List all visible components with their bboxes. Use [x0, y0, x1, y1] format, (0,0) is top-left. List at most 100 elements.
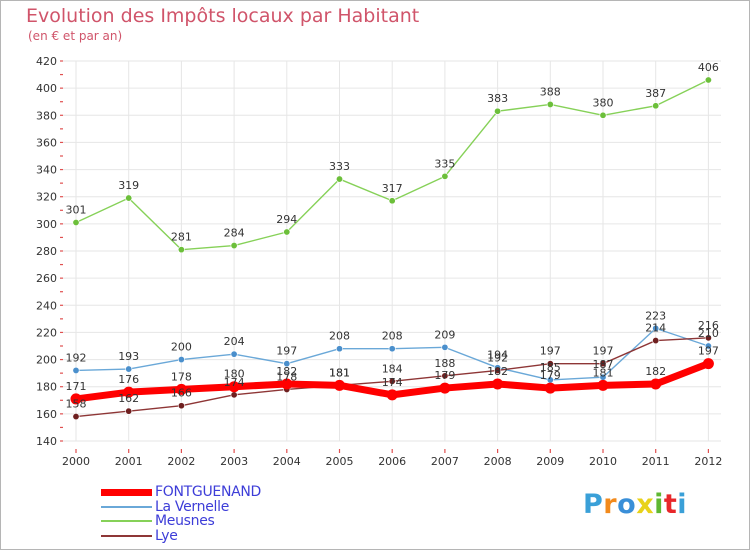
data-point-la-vernelle	[283, 360, 291, 368]
data-label-fontguenand: 179	[540, 369, 561, 382]
data-point-fontguenand	[70, 393, 82, 405]
data-point-meusnes	[441, 172, 449, 180]
data-point-fontguenand	[597, 379, 609, 391]
data-label-fontguenand: 182	[276, 365, 297, 378]
data-label-meusnes: 319	[118, 179, 139, 192]
data-point-lye	[388, 377, 396, 385]
data-label-fontguenand: 179	[434, 369, 455, 382]
y-tick-label: 140	[36, 435, 57, 448]
data-label-la-vernelle: 209	[434, 328, 455, 341]
data-point-meusnes	[704, 76, 712, 84]
y-tick-label: 200	[36, 354, 57, 367]
data-label-fontguenand: 182	[487, 365, 508, 378]
data-point-meusnes	[283, 228, 291, 236]
data-point-meusnes	[72, 219, 80, 227]
data-label-lye: 216	[698, 319, 719, 332]
data-point-lye	[546, 360, 554, 368]
x-tick-label: 2000	[62, 455, 90, 468]
data-point-fontguenand	[334, 379, 345, 391]
y-tick-label: 420	[36, 55, 57, 68]
data-point-la-vernelle	[177, 356, 185, 364]
logo-letter: r	[603, 489, 618, 520]
data-label-meusnes: 281	[171, 231, 192, 244]
data-point-fontguenand	[492, 378, 504, 390]
y-tick-label: 280	[36, 245, 57, 258]
x-tick-label: 2010	[589, 455, 617, 468]
data-point-meusnes	[599, 111, 607, 119]
data-point-la-vernelle	[704, 342, 712, 350]
data-label-meusnes: 301	[66, 204, 87, 217]
y-tick-label: 240	[36, 299, 57, 312]
data-point-la-vernelle	[652, 324, 660, 332]
x-tick-label: 2008	[484, 455, 512, 468]
data-label-lye: 181	[329, 366, 350, 379]
y-tick-label: 180	[36, 381, 57, 394]
legend-label-lye: Lye	[155, 527, 178, 544]
legend-swatch-la-vernelle	[101, 505, 152, 508]
legend-swatch-fontguenand	[101, 488, 152, 496]
data-point-lye	[441, 372, 449, 380]
x-tick-label: 2012	[694, 455, 722, 468]
data-label-la-vernelle: 223	[645, 309, 666, 322]
data-label-la-vernelle: 210	[698, 327, 719, 340]
y-tick-label: 160	[36, 408, 57, 421]
data-label-lye: 197	[540, 345, 561, 358]
x-tick-label: 2009	[536, 455, 564, 468]
data-point-fontguenand	[439, 382, 451, 394]
data-label-la-vernelle: 197	[276, 345, 297, 358]
legend-label-la-vernelle: La Vernelle	[155, 498, 230, 515]
data-point-lye	[72, 413, 80, 421]
data-point-fontguenand	[175, 383, 187, 395]
data-point-meusnes	[335, 175, 343, 183]
data-point-lye	[704, 334, 712, 342]
data-point-fontguenand	[123, 386, 135, 398]
data-point-lye	[652, 337, 660, 345]
data-label-meusnes: 335	[434, 157, 455, 170]
data-label-fontguenand: 171	[66, 380, 87, 393]
data-label-meusnes: 406	[698, 61, 719, 74]
x-tick-label: 2011	[642, 455, 670, 468]
legend-swatch-meusnes	[101, 520, 152, 522]
chart-subtitle: (en € et par an)	[28, 29, 123, 43]
logo-letter: t	[663, 489, 678, 520]
y-tick-label: 340	[36, 164, 57, 177]
y-tick-label: 260	[36, 272, 57, 285]
data-point-fontguenand	[544, 382, 556, 394]
chart-title: Evolution des Impôts locaux par Habitant	[26, 5, 420, 27]
data-label-fontguenand: 180	[224, 368, 245, 381]
data-point-lye	[494, 366, 502, 374]
data-label-lye: 197	[593, 345, 614, 358]
data-label-meusnes: 380	[593, 96, 614, 109]
logo-letter: o	[617, 489, 637, 520]
data-label-lye: 184	[382, 362, 403, 375]
data-point-la-vernelle	[388, 345, 396, 353]
data-label-meusnes: 317	[382, 182, 403, 195]
data-point-fontguenand	[650, 378, 662, 390]
y-tick-label: 400	[36, 82, 57, 95]
data-point-la-vernelle	[125, 365, 133, 373]
data-point-fontguenand	[281, 378, 293, 390]
data-point-fontguenand	[386, 389, 398, 401]
y-tick-label: 380	[36, 109, 57, 122]
data-point-lye	[177, 402, 185, 410]
data-point-meusnes	[494, 107, 502, 115]
data-point-la-vernelle	[441, 343, 449, 351]
data-label-fontguenand: 181	[593, 366, 614, 379]
data-point-lye	[230, 391, 238, 399]
data-point-meusnes	[546, 100, 554, 108]
data-label-meusnes: 284	[224, 227, 245, 240]
x-tick-label: 2004	[273, 455, 301, 468]
data-label-la-vernelle: 187	[593, 358, 614, 371]
data-label-lye: 192	[487, 351, 508, 364]
data-label-la-vernelle: 192	[66, 351, 87, 364]
series-fontguenand	[70, 358, 714, 405]
x-tick-label: 2005	[326, 455, 354, 468]
logo-letter: P	[583, 489, 604, 520]
data-label-la-vernelle: 204	[224, 335, 245, 348]
logo-letter: i	[654, 489, 664, 520]
data-label-lye: 178	[276, 370, 297, 383]
data-label-meusnes: 333	[329, 160, 350, 173]
data-label-la-vernelle: 200	[171, 341, 192, 354]
data-label-fontguenand: 197	[698, 345, 719, 358]
